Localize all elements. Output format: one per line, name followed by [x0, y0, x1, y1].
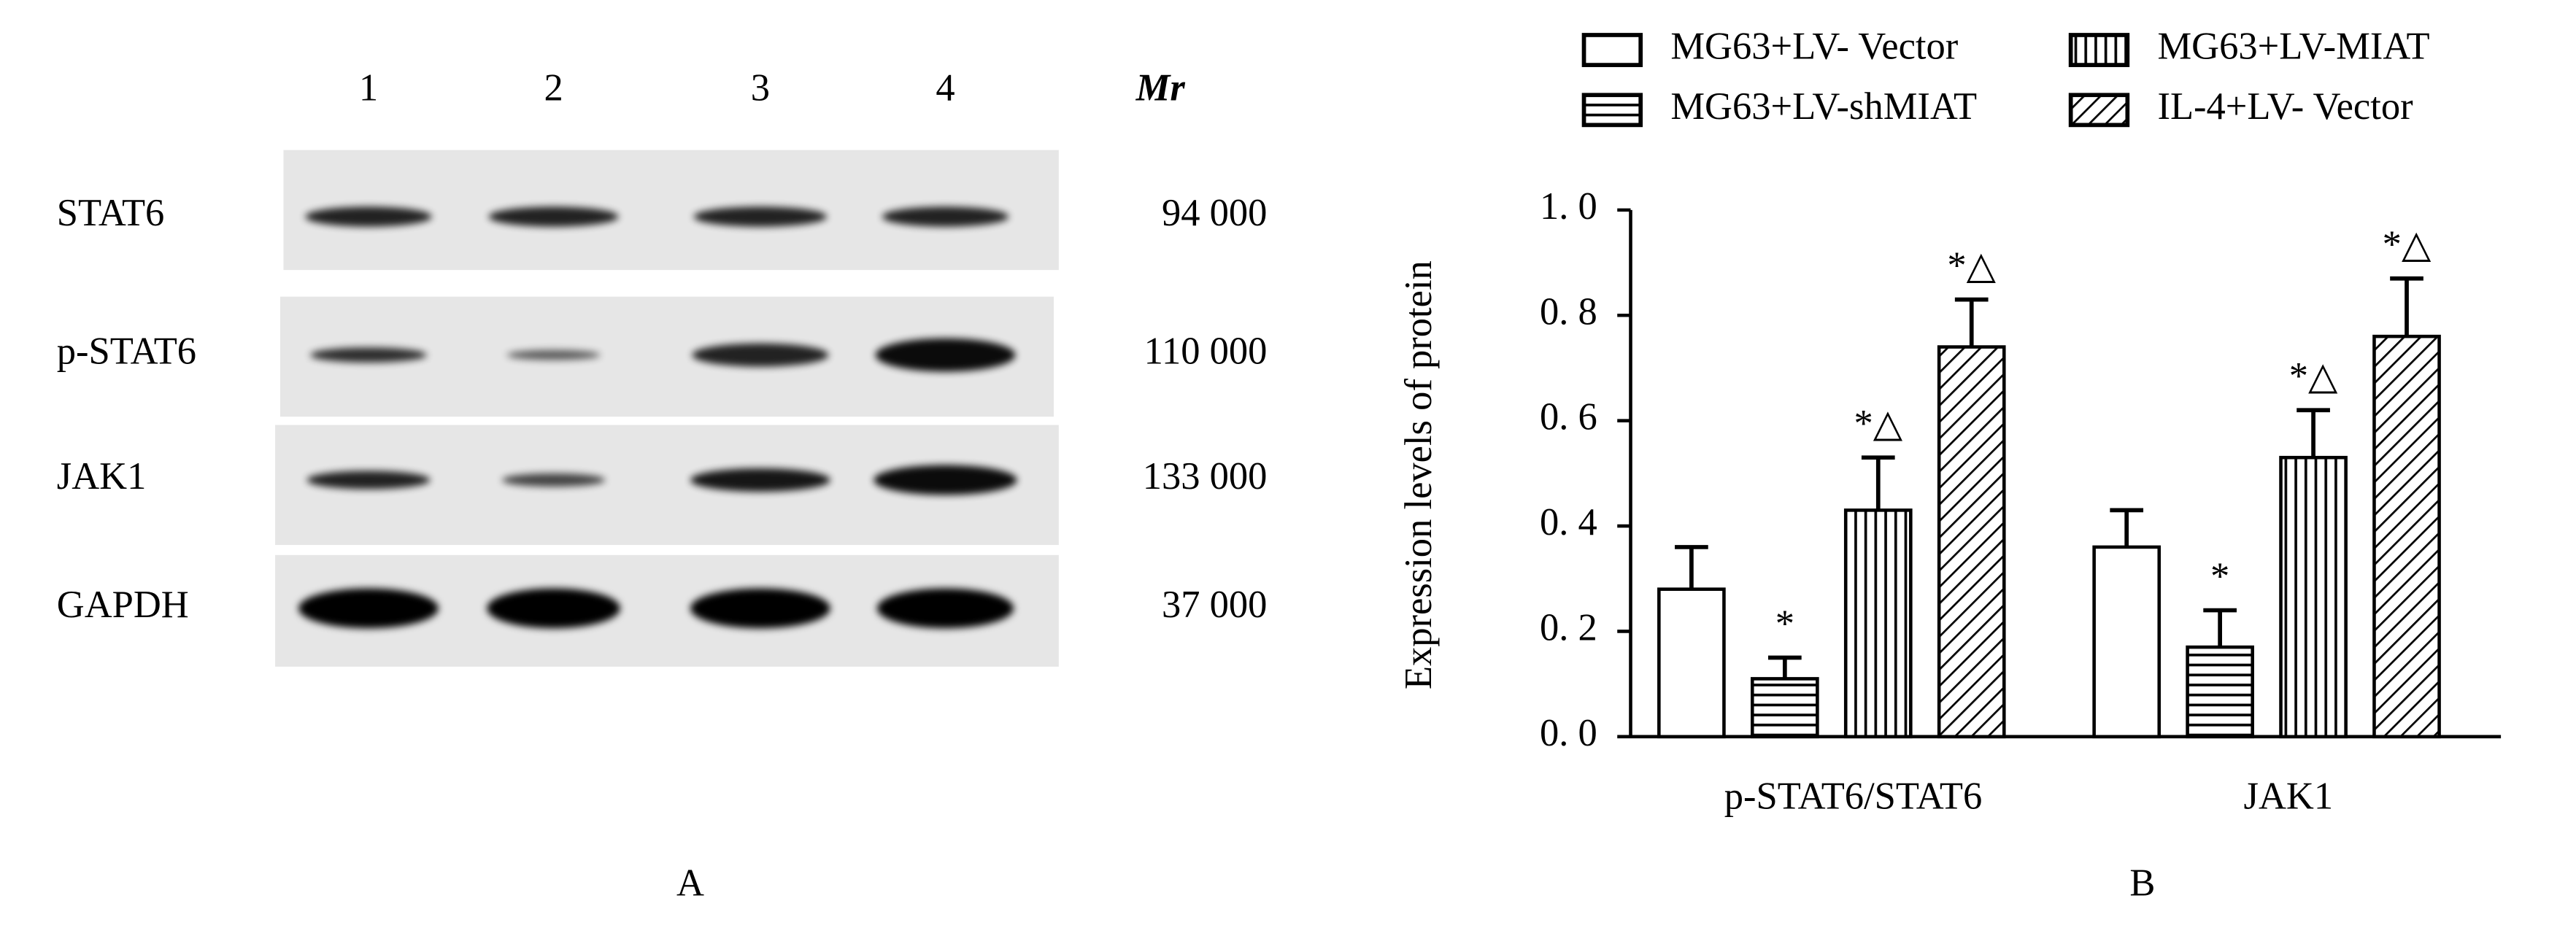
protein-band — [306, 471, 431, 489]
significance-label: *△ — [1854, 403, 1902, 445]
y-tick-label: 0. 0 — [1540, 712, 1597, 754]
bar — [2372, 334, 2441, 739]
mr-label: 37 000 — [1162, 584, 1267, 626]
legend-label: MG63+LV-shMIAT — [1670, 85, 1977, 128]
mr-label: 110 000 — [1144, 330, 1268, 373]
y-axis-label: Expression levels of protein — [1397, 260, 1440, 689]
bar — [2279, 455, 2348, 739]
legend-label: MG63+LV-MIAT — [2157, 26, 2429, 68]
significance-label: * — [2210, 555, 2229, 597]
bar — [1843, 508, 1913, 739]
bar — [1751, 677, 1819, 739]
protein-band — [488, 206, 619, 227]
legend-swatch — [2068, 93, 2130, 128]
mr-label: 94 000 — [1162, 192, 1267, 234]
error-bar — [1675, 545, 1708, 589]
row-label: STAT6 — [57, 192, 165, 234]
protein-band — [874, 465, 1017, 495]
protein-band — [690, 588, 830, 629]
protein-band — [876, 588, 1014, 629]
lane-label: 2 — [544, 67, 563, 109]
significance-label: *△ — [1947, 245, 1996, 287]
bar — [2186, 645, 2254, 739]
significance-label: * — [1775, 603, 1794, 645]
legend-label: IL-4+LV- Vector — [2157, 85, 2413, 128]
protein-band — [310, 347, 427, 363]
y-tick-label: 0. 6 — [1540, 396, 1597, 438]
error-bar — [2203, 608, 2237, 648]
protein-band — [875, 338, 1016, 372]
y-tick-label: 0. 4 — [1540, 501, 1597, 543]
legend-swatch — [1581, 33, 1643, 67]
x-tick-label: JAK1 — [2244, 775, 2334, 818]
protein-band — [506, 349, 601, 360]
mr-header: Mr — [1135, 67, 1186, 109]
row-label: JAK1 — [57, 455, 147, 498]
row-label: GAPDH — [57, 584, 189, 626]
legend-swatch — [1581, 93, 1643, 128]
protein-band — [692, 343, 829, 367]
lane-label: 4 — [936, 67, 955, 109]
mr-label: 133 000 — [1143, 455, 1268, 498]
bar-chart: 0. 0 0. 2 0. 4 0. 6 0. 8 1. 0 p-STAT6/STAT6 * *△… — [1540, 26, 2502, 818]
protein-band — [882, 206, 1009, 227]
legend-label: MG63+LV- Vector — [1670, 26, 1958, 68]
bar — [2092, 545, 2162, 739]
error-bar — [2110, 508, 2144, 547]
protein-band — [693, 206, 828, 227]
significance-label: *△ — [2383, 224, 2432, 266]
y-tick-label: 1. 0 — [1540, 185, 1597, 228]
error-bar — [2390, 276, 2423, 337]
row-label: p-STAT6 — [57, 330, 196, 373]
bar — [1937, 345, 2006, 739]
lane-label: 3 — [751, 67, 770, 109]
panel-label: B — [2129, 862, 2155, 905]
protein-band — [298, 588, 439, 629]
error-bar — [2297, 408, 2330, 458]
panel-label: A — [676, 862, 704, 905]
x-tick-label: p-STAT6/STAT6 — [1724, 775, 1982, 818]
legend-swatch — [2068, 33, 2130, 67]
y-tick-label: 0. 8 — [1540, 290, 1597, 333]
error-bar — [1954, 297, 1989, 347]
y-tick-label: 0. 2 — [1540, 607, 1597, 649]
protein-band — [501, 473, 606, 487]
protein-band — [690, 468, 830, 492]
error-bar — [1767, 655, 1802, 679]
significance-label: *△ — [2289, 355, 2338, 398]
lane-label: 1 — [359, 67, 378, 109]
protein-band — [305, 206, 432, 227]
error-bar — [1861, 455, 1895, 511]
bar — [1657, 587, 1726, 739]
western-blot: 1 2 3 4 STAT6 94 000 p-STAT6 110 000 JAK1 133 000… — [57, 67, 1268, 667]
protein-band — [487, 588, 620, 629]
